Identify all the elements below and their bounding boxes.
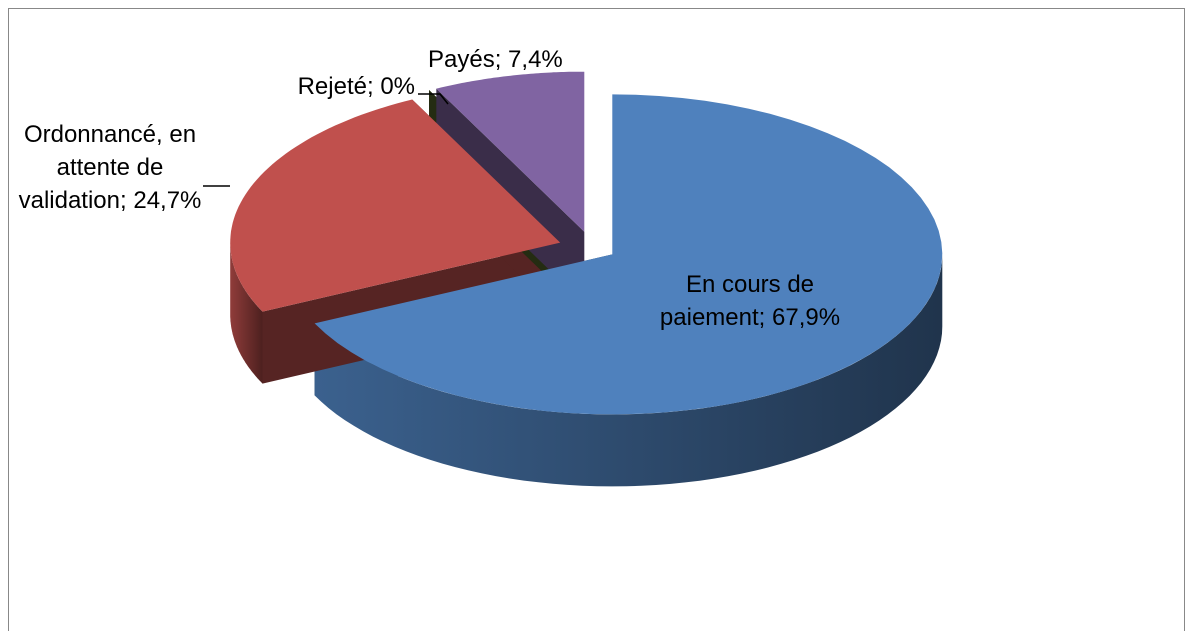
data-label: Ordonnancé, en attente de validation; 24… [5,118,215,217]
value-label: 0% [380,73,415,100]
slice [230,99,561,312]
category-name: Ordonnancé, en attente de validation [18,121,197,214]
value-label: 67,9% [772,304,841,331]
data-label: Payés; 7,4% [428,43,648,76]
leader-line [418,93,449,105]
frame [8,8,1185,631]
category-name: Rejeté [297,73,367,100]
separator: ; [366,73,374,100]
data-label: En cours de paiement; 67,9% [650,268,850,334]
slice [429,90,577,233]
category-name: Payés [428,46,495,73]
data-label: Rejeté; 0% [215,70,415,103]
separator: ; [758,304,766,331]
value-label: 24,7% [133,187,202,214]
separator: ; [494,46,502,73]
value-label: 7,4% [508,46,563,73]
slice-outer-wall [314,254,943,487]
separator: ; [120,187,127,214]
slice-outer-wall [230,242,263,384]
slice [436,71,585,232]
slice [314,94,943,415]
category-name: En cours de paiement [659,271,815,331]
